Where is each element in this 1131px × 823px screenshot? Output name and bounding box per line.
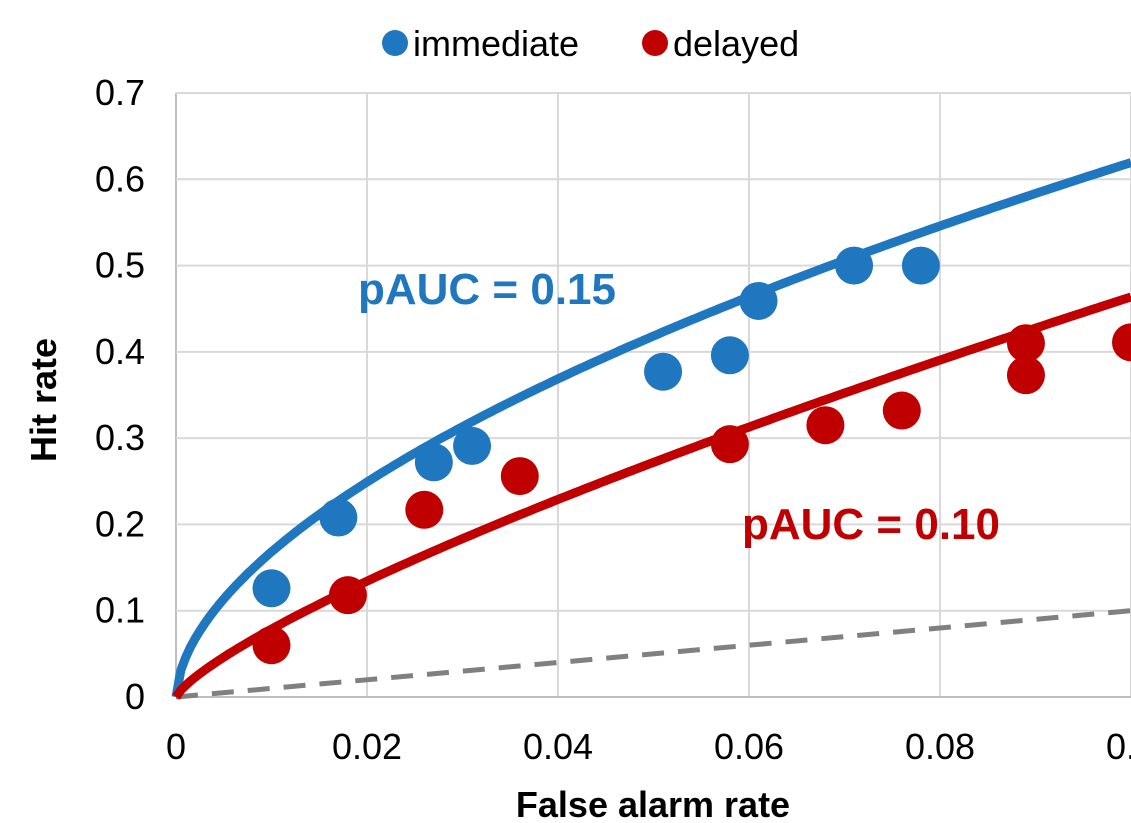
legend-marker-delayed bbox=[642, 30, 668, 56]
y-tick-label: 0.1 bbox=[95, 590, 145, 631]
delayed-data-point bbox=[405, 490, 444, 529]
delayed-data-point bbox=[1112, 323, 1131, 362]
legend-label-immediate: immediate bbox=[413, 23, 579, 64]
immediate-pauc-annotation: pAUC = 0.15 bbox=[358, 265, 616, 314]
immediate-fit-curve bbox=[171, 158, 1131, 698]
delayed-data-point bbox=[252, 626, 291, 665]
delayed-data-point bbox=[1006, 324, 1045, 363]
immediate-data-point bbox=[739, 281, 778, 320]
y-tick-label: 0.2 bbox=[95, 503, 145, 544]
legend-marker-immediate bbox=[382, 30, 408, 56]
y-tick-label: 0.7 bbox=[95, 72, 145, 113]
delayed-data-point bbox=[882, 391, 921, 430]
delayed-data-point bbox=[328, 576, 367, 615]
delayed-data-point bbox=[1006, 356, 1045, 395]
delayed-data-point bbox=[806, 406, 845, 445]
delayed-data-point bbox=[500, 457, 539, 496]
y-tick-label: 0.4 bbox=[95, 331, 145, 372]
y-axis-title: Hit rate bbox=[23, 338, 64, 462]
data-points bbox=[252, 246, 1131, 665]
x-tick-label: 0.08 bbox=[905, 726, 975, 767]
immediate-data-point bbox=[644, 352, 683, 391]
immediate-data-point bbox=[901, 246, 940, 285]
immediate-data-point bbox=[252, 569, 291, 608]
x-tick-label: 0.04 bbox=[523, 726, 593, 767]
x-tick-label: 0.06 bbox=[714, 726, 784, 767]
x-tick-label: 0 bbox=[166, 726, 186, 767]
x-tick-label: 0.02 bbox=[332, 726, 402, 767]
immediate-data-point bbox=[414, 443, 453, 482]
legend: immediate delayed bbox=[382, 23, 799, 64]
x-axis-title: False alarm rate bbox=[516, 784, 790, 823]
delayed-data-point bbox=[710, 425, 749, 464]
chance-line bbox=[175, 608, 1131, 700]
x-tick-label: 0.1 bbox=[1106, 726, 1131, 767]
tick-labels: 0 0.02 0.04 0.06 0.08 0.1 0 0.1 0.2 0.3 0.4 0.5 0.6 0… bbox=[95, 72, 1131, 767]
immediate-data-point bbox=[835, 246, 874, 285]
y-tick-label: 0.5 bbox=[95, 245, 145, 286]
immediate-data-point bbox=[710, 336, 749, 375]
y-tick-label: 0.6 bbox=[95, 158, 145, 199]
legend-label-delayed: delayed bbox=[673, 23, 799, 64]
immediate-data-point bbox=[453, 426, 492, 465]
immediate-data-point bbox=[319, 498, 358, 537]
y-tick-label: 0 bbox=[125, 676, 145, 717]
delayed-pauc-annotation: pAUC = 0.10 bbox=[742, 500, 1000, 549]
y-tick-label: 0.3 bbox=[95, 417, 145, 458]
